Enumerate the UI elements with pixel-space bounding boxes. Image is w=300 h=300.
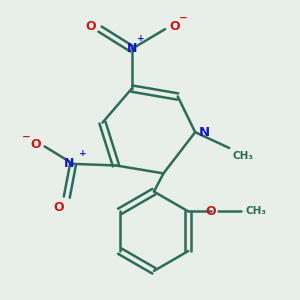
Text: −: − [22,132,30,142]
Text: CH₃: CH₃ [232,151,254,161]
Text: O: O [169,20,180,33]
Text: CH₃: CH₃ [245,206,266,216]
Text: −: − [178,13,187,23]
Text: N: N [64,158,75,170]
Text: O: O [30,138,40,151]
Text: O: O [206,205,216,218]
Text: N: N [199,126,210,139]
Text: +: + [80,148,87,158]
Text: O: O [53,201,64,214]
Text: N: N [127,42,137,56]
Text: +: + [137,34,145,43]
Text: O: O [85,20,96,33]
